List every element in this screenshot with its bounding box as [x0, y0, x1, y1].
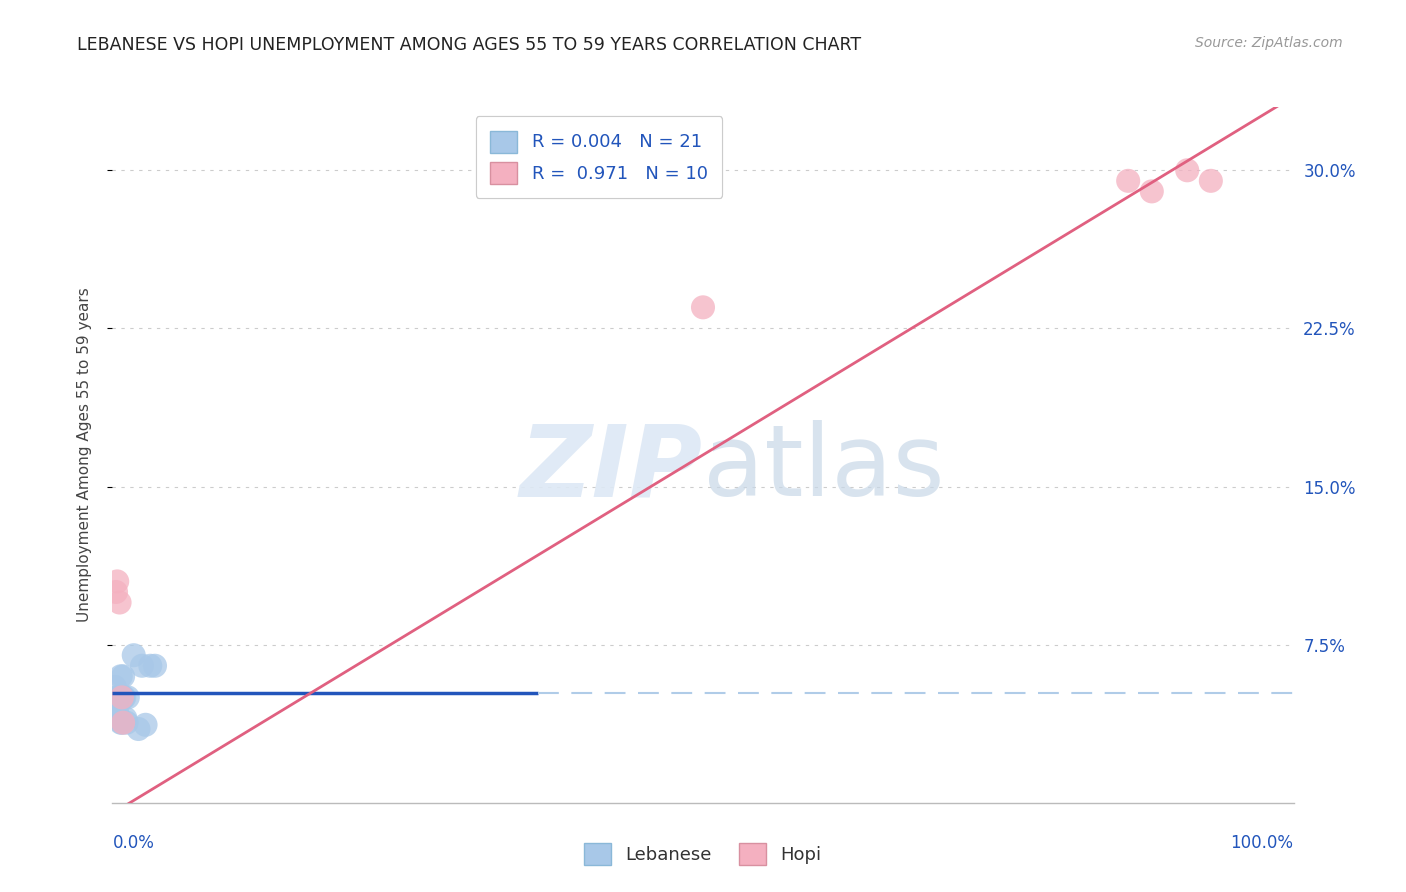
Point	[105, 690, 128, 705]
Point	[131, 658, 153, 673]
Legend: Lebanese, Hopi: Lebanese, Hopi	[575, 834, 831, 874]
Point	[110, 669, 132, 683]
Point	[110, 715, 132, 730]
Text: atlas: atlas	[703, 420, 945, 517]
Point	[135, 718, 157, 732]
Point	[105, 701, 128, 715]
Point	[107, 690, 129, 705]
Point	[139, 658, 162, 673]
Point	[108, 711, 131, 725]
Point	[107, 711, 129, 725]
Point	[122, 648, 145, 663]
Point	[143, 658, 166, 673]
Point	[104, 680, 127, 694]
Point	[112, 669, 135, 683]
Point	[117, 690, 139, 705]
Legend: R = 0.004   N = 21, R =  0.971   N = 10: R = 0.004 N = 21, R = 0.971 N = 10	[475, 116, 723, 198]
Point	[692, 301, 714, 315]
Point	[1175, 163, 1198, 178]
Point	[105, 585, 128, 599]
Text: ZIP: ZIP	[520, 420, 703, 517]
Point	[112, 690, 135, 705]
Y-axis label: Unemployment Among Ages 55 to 59 years: Unemployment Among Ages 55 to 59 years	[77, 287, 91, 623]
Point	[1116, 174, 1139, 188]
Point	[114, 711, 136, 725]
Point	[112, 690, 135, 705]
Point	[111, 690, 134, 705]
Text: 0.0%: 0.0%	[112, 834, 155, 852]
Point	[115, 715, 138, 730]
Text: 100.0%: 100.0%	[1230, 834, 1294, 852]
Point	[105, 574, 128, 589]
Text: LEBANESE VS HOPI UNEMPLOYMENT AMONG AGES 55 TO 59 YEARS CORRELATION CHART: LEBANESE VS HOPI UNEMPLOYMENT AMONG AGES…	[77, 36, 862, 54]
Point	[1199, 174, 1222, 188]
Point	[112, 715, 135, 730]
Point	[108, 595, 131, 609]
Point	[1140, 185, 1163, 199]
Point	[127, 722, 149, 736]
Point	[111, 715, 134, 730]
Text: Source: ZipAtlas.com: Source: ZipAtlas.com	[1195, 36, 1343, 50]
